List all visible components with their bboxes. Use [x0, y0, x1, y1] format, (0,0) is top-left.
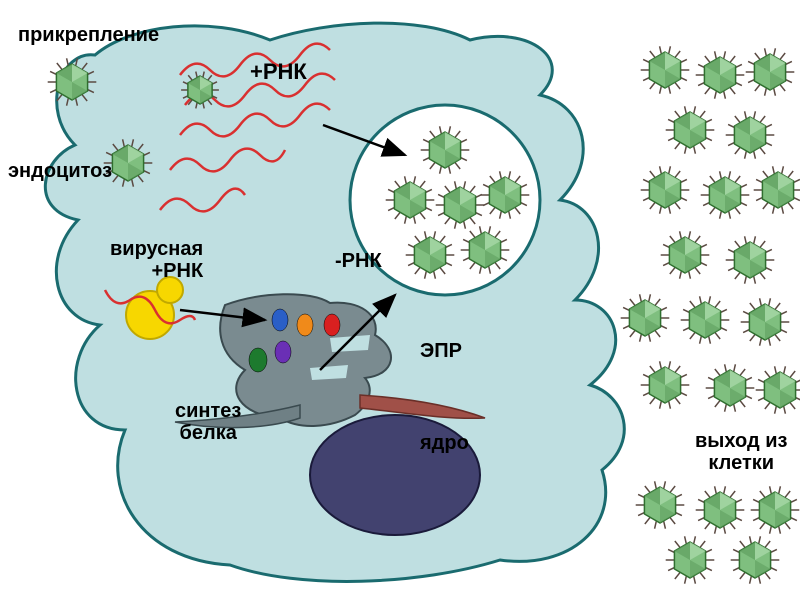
- label-plus-rna: +РНК: [250, 60, 307, 84]
- virus-particle: [701, 171, 750, 218]
- virus-particle: [731, 536, 780, 583]
- virus-particle: [696, 51, 745, 98]
- label-er: ЭПР: [420, 340, 462, 362]
- virus-particle: [641, 46, 690, 93]
- label-exit: выход из клетки: [695, 430, 787, 474]
- virus-particle: [746, 48, 795, 95]
- virus-particle: [741, 298, 790, 345]
- virus-particle: [754, 166, 800, 213]
- label-attachment: прикрепление: [18, 24, 159, 46]
- virus-particle: [666, 536, 715, 583]
- label-endocytosis: эндоцитоз: [8, 160, 112, 182]
- virus-particle: [706, 364, 755, 411]
- virus-particle: [726, 111, 775, 158]
- virus-particle: [661, 231, 710, 278]
- virus-particle: [636, 481, 685, 528]
- virus-particle: [641, 166, 690, 213]
- label-minus-rna: -РНК: [335, 250, 382, 272]
- virus-particle: [666, 106, 715, 153]
- virus-particle: [621, 294, 670, 341]
- virus-particle: [726, 236, 775, 283]
- label-protein-synthesis: синтез белка: [175, 400, 241, 444]
- virus-particle: [681, 296, 730, 343]
- virus-particle: [696, 486, 745, 533]
- label-nucleus: ядро: [420, 432, 469, 454]
- virus-particle: [756, 366, 800, 413]
- virus-particle: [641, 361, 690, 408]
- virus-particle: [751, 486, 800, 533]
- label-viral-rna: вирусная +РНК: [110, 238, 203, 282]
- diagram-svg: [0, 0, 800, 600]
